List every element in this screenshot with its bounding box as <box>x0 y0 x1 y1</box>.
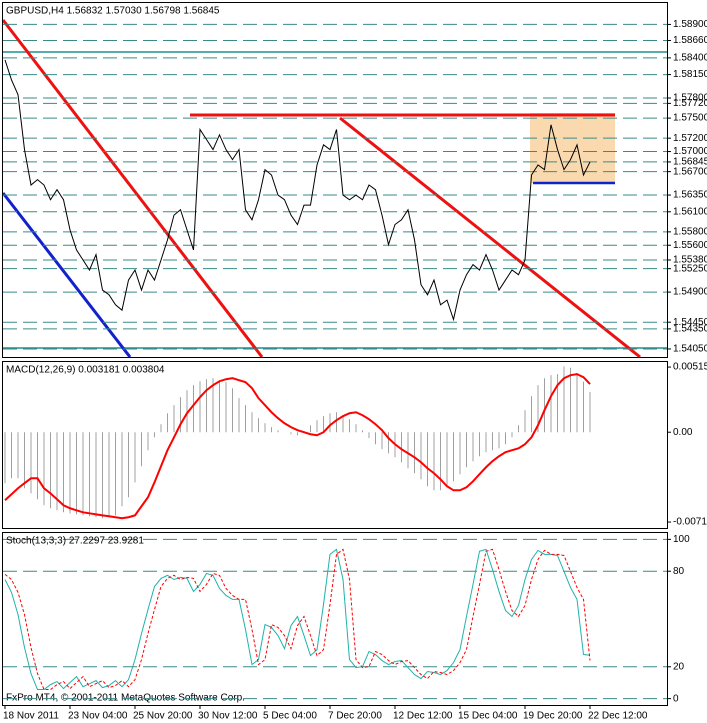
y-tick-label: 1.54900 <box>673 287 707 298</box>
y-tick-label: 1.55800 <box>673 227 707 238</box>
y-tick-label: 20 <box>673 661 685 672</box>
x-tick-label: 12 Dec 12:00 <box>393 711 453 722</box>
y-tick-label: 80 <box>673 566 685 577</box>
y-tick-label: 1.57720 <box>673 98 707 109</box>
x-tick-label: 15 Dec 04:00 <box>458 711 518 722</box>
panel-title: GBPUSD,H4 1.56832 1.57030 1.56798 1.5684… <box>6 6 220 17</box>
channel-line <box>1 192 132 358</box>
y-tick-label: 1.55380 <box>673 255 707 266</box>
y-tick-label: 1.58150 <box>673 69 707 80</box>
x-tick-label: 5 Dec 04:00 <box>263 711 317 722</box>
y-tick-label: 1.58660 <box>673 35 707 46</box>
x-tick-label: 18 Nov 2011 <box>3 711 59 722</box>
trend-line <box>1 19 264 358</box>
y-tick-label: 0.00 <box>673 427 693 438</box>
y-tick-label: 0.00515 <box>673 362 707 373</box>
y-tick-label: 1.56100 <box>673 206 707 217</box>
panel-title: MACD(12,26,9) 0.003181 0.003804 <box>6 365 165 376</box>
drawings <box>1 19 667 359</box>
x-tick-label: 30 Nov 12:00 <box>198 711 258 722</box>
y-tick-label: 1.54450 <box>673 317 707 328</box>
y-tick-label: 1.58400 <box>673 53 707 64</box>
y-tick-label: 1.57500 <box>673 113 707 124</box>
y-tick-label: 100 <box>673 534 690 545</box>
range-box <box>530 113 615 183</box>
y-tick-label: 1.56845 <box>673 157 707 168</box>
x-tick-label: 19 Dec 20:00 <box>523 711 583 722</box>
y-tick-label: 1.57000 <box>673 146 707 157</box>
series-line <box>4 59 591 322</box>
y-tick-label: 1.54350 <box>673 324 707 335</box>
x-tick-label: 22 Dec 12:00 <box>588 711 648 722</box>
y-tick-label: 1.55600 <box>673 240 707 251</box>
y-tick-label: 1.54050 <box>673 344 707 355</box>
x-tick-label: 25 Nov 20:00 <box>133 711 193 722</box>
y-tick-label: 0 <box>673 693 679 704</box>
panel-title: Stoch(13,3,3) 27.2297 23.9281 <box>6 536 144 547</box>
y-tick-label: 1.56350 <box>673 190 707 201</box>
y-tick-label: 1.57800 <box>673 93 707 104</box>
trend-line <box>339 116 641 359</box>
y-tick-label: -0.00710 <box>673 517 707 528</box>
y-tick-label: 1.58900 <box>673 19 707 30</box>
x-tick-label: 23 Nov 04:00 <box>68 711 128 722</box>
series-line <box>4 373 591 520</box>
panel-frame <box>2 532 668 706</box>
series-line <box>4 548 591 691</box>
panel-frame <box>2 2 668 358</box>
series-line <box>4 548 591 691</box>
panel-frame <box>2 361 668 529</box>
y-tick-label: 1.57200 <box>673 133 707 144</box>
y-tick-label: 1.55250 <box>673 263 707 274</box>
y-tick-label: 1.56700 <box>673 166 707 177</box>
x-tick-label: 7 Dec 20:00 <box>328 711 382 722</box>
